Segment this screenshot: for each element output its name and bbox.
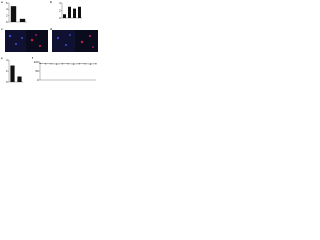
point (67, 63, 69, 65)
bar (68, 6, 71, 18)
y-tick-label: 2 (6, 13, 8, 17)
point (39, 62, 41, 65)
y-tick-label: 4 (59, 1, 61, 5)
bar (10, 6, 17, 23)
point (84, 63, 86, 65)
y-tick-label: 4 (6, 7, 8, 11)
panel-label: b (50, 0, 52, 4)
point (73, 63, 75, 65)
y-tick-label: 0 (6, 20, 8, 24)
point (89, 63, 91, 65)
bar (10, 65, 15, 82)
panel-label: f (32, 56, 33, 60)
bar (19, 18, 26, 22)
point (56, 63, 58, 65)
y-tick-label: 0 (59, 16, 61, 20)
bar (63, 14, 66, 18)
bar (78, 6, 81, 18)
y-tick-label: 2 (6, 69, 8, 73)
y-tick-label: 6 (6, 1, 8, 5)
panel-label: c (1, 27, 3, 31)
y-tick-label: 50 (35, 69, 39, 73)
y-tick-label: 0 (37, 78, 39, 82)
y-tick-label: 4 (6, 58, 8, 62)
micrograph-left (5, 30, 48, 52)
bar (73, 8, 76, 18)
point (95, 63, 97, 65)
y-tick-label: 100 (34, 60, 39, 64)
point (45, 63, 47, 65)
bar (17, 76, 22, 82)
point (50, 63, 52, 65)
y-tick-label: 0 (6, 80, 8, 84)
y-tick-label: 2 (59, 8, 61, 12)
micrograph-right (52, 30, 98, 52)
panel-label: a (1, 0, 3, 4)
point (78, 63, 80, 65)
figure: a b c d e f 0 2 4 6 0 2 4 0 2 4 0 50 100 (1, 0, 98, 84)
panel-label: e (1, 56, 3, 60)
panel-label: d (50, 27, 52, 31)
point (61, 63, 64, 65)
